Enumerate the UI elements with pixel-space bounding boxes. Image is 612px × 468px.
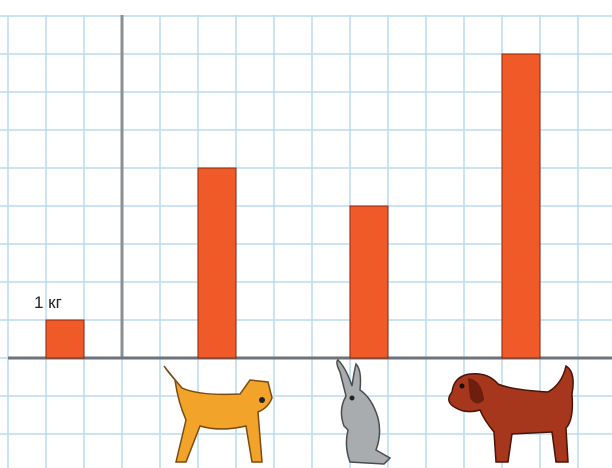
rabbit-picture: [336, 359, 392, 465]
bar: [197, 167, 237, 359]
bar: [349, 205, 389, 359]
bar: [501, 53, 541, 359]
value-label: 1 кг: [34, 293, 62, 312]
dog-picture: [448, 364, 574, 463]
cat-picture: [163, 365, 273, 463]
bar: [45, 319, 85, 359]
